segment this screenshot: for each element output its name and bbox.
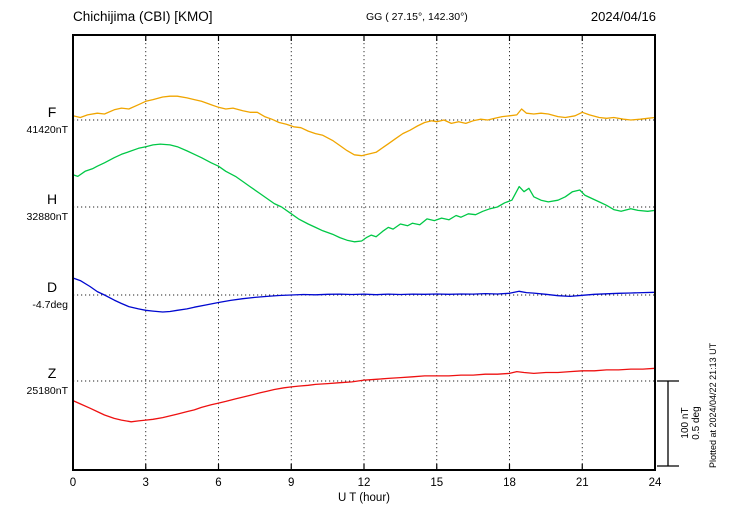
scale-bracket <box>657 380 679 467</box>
plot-border <box>72 34 656 471</box>
tick-label: 9 <box>288 477 294 489</box>
scale-label-nt: 100 nT <box>680 407 691 438</box>
station-title: Chichijima (CBI) [KMO] <box>73 9 213 24</box>
series-traces <box>72 95 656 423</box>
tick-label: 3 <box>143 477 149 489</box>
trace-F <box>72 95 656 157</box>
trace-Z <box>72 367 656 423</box>
trace-D <box>72 277 656 313</box>
axis-ticks: 0 3 6 9 12 15 18 21 24 <box>70 35 662 489</box>
series-labels: F 41420nT H 32880nT D -4.7deg Z 25180nT <box>27 104 69 397</box>
tick-label: 6 <box>215 477 221 489</box>
x-axis-label: U T (hour) <box>338 492 390 504</box>
series-letter-H: H <box>47 191 57 207</box>
series-baseline-value-H: 32880nT <box>27 211 69 223</box>
series-letter-F: F <box>48 104 57 120</box>
geographic-coords: GG ( 27.15°, 142.30°) <box>366 11 468 23</box>
trace-H <box>72 143 656 243</box>
tick-label: 24 <box>649 477 662 489</box>
tick-label: 18 <box>503 477 516 489</box>
series-baseline-value-D: -4.7deg <box>32 299 68 311</box>
tick-label: 21 <box>576 477 589 489</box>
plotted-at-note: Plotted at 2024/04/22 21:13 UT <box>708 342 718 468</box>
grid-lines <box>73 35 655 470</box>
series-baseline-value-F: 41420nT <box>27 124 69 136</box>
tick-label: 15 <box>430 477 443 489</box>
tick-label: 12 <box>358 477 371 489</box>
series-letter-D: D <box>47 279 57 295</box>
series-letter-Z: Z <box>48 365 57 381</box>
tick-label: 0 <box>70 477 76 489</box>
plot-date: 2024/04/16 <box>591 9 656 24</box>
scale-bar: 100 nT 0.5 deg <box>657 380 702 467</box>
scale-label-deg: 0.5 deg <box>691 406 702 439</box>
series-baseline-value-Z: 25180nT <box>27 385 69 397</box>
